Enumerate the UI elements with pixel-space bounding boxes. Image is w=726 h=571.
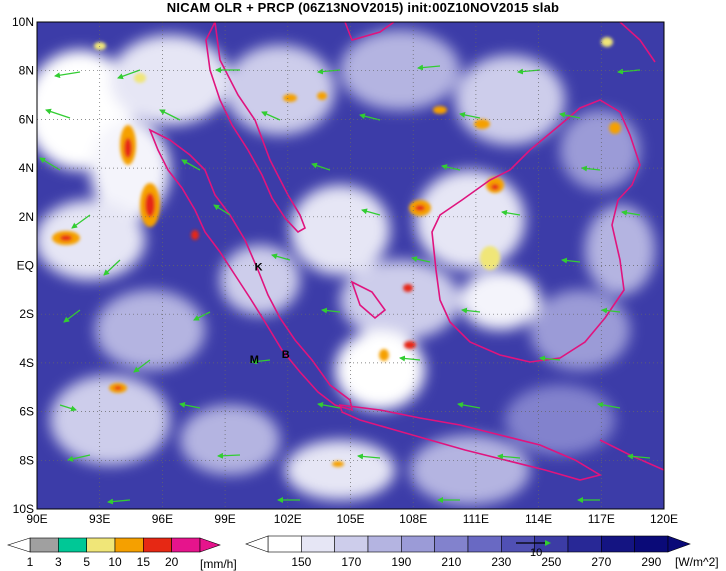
olr-colorbar-swatch	[334, 535, 369, 553]
precip-colorbar-tick: 1	[27, 555, 34, 569]
latitude-axis: 10N 8N 6N 4N 2N EQ 2S 4S 6S 8S 10S	[12, 15, 34, 516]
olr-colorbar-tick: 190	[391, 555, 411, 569]
olr-colorbar-tick: 150	[291, 555, 311, 569]
map-plot-area: K M B	[37, 22, 664, 509]
olr-colorbar-swatch	[434, 535, 469, 553]
wind-vectors	[39, 64, 651, 505]
olr-colorbar: 150 170 190 210 230 250 270 290	[245, 535, 691, 569]
precip-unit-label: [mm/h]	[200, 557, 237, 571]
lat-tick-label: 4N	[19, 161, 34, 175]
precip-colorbar: 1 3 5 10 15 20	[7, 537, 221, 569]
olr-colorbar-swatch	[467, 535, 502, 553]
lat-tick-label: 2S	[19, 307, 34, 321]
lat-tick-label: 2N	[19, 210, 34, 224]
coastline-malay-peninsula	[205, 22, 306, 234]
lat-tick-label: 8N	[19, 64, 34, 78]
coastline-java	[338, 404, 603, 481]
precip-colorbar-tick: 10	[108, 555, 122, 569]
coastline-borneo	[431, 99, 641, 363]
olr-colorbar-swatch	[267, 535, 302, 553]
olr-colorbar-tick: 270	[591, 555, 611, 569]
precip-colorbar-tick: 3	[55, 555, 62, 569]
longitude-axis: 90E 93E 96E 99E 102E 105E 108E 111E 114E 117E 120E	[26, 512, 678, 526]
gridlines	[37, 22, 664, 509]
precip-colorbar-swatch	[143, 537, 172, 553]
lon-tick-label: 114E	[525, 512, 552, 526]
coastline-sumatra	[148, 128, 354, 412]
precip-cells	[52, 37, 621, 467]
lat-tick-label: EQ	[17, 259, 34, 273]
precip-colorbar-swatch	[58, 537, 87, 553]
olr-colorbar-tick: 290	[641, 555, 661, 569]
coastline-bangka	[350, 280, 387, 320]
olr-colorbar-tick: 210	[441, 555, 461, 569]
olr-colorbar-swatch	[634, 535, 669, 553]
lon-tick-label: 105E	[336, 512, 364, 526]
lon-tick-label: 117E	[588, 512, 615, 526]
olr-colorbar-swatch	[567, 535, 602, 553]
precip-colorbar-swatch	[171, 537, 201, 553]
precip-colorbar-low-arrow	[7, 537, 31, 553]
lon-tick-label: 111E	[463, 512, 489, 526]
coastline-indochina	[344, 22, 395, 41]
olr-colorbar-swatch	[367, 535, 402, 553]
lon-tick-label: 90E	[26, 512, 47, 526]
olr-colorbar-swatch	[601, 535, 635, 553]
olr-colorbar-low-arrow	[245, 535, 269, 553]
plot-frame	[36, 21, 665, 510]
lon-tick-label: 96E	[152, 512, 173, 526]
lon-tick-label: 120E	[650, 512, 678, 526]
olr-unit-label: [W/m^2]	[675, 555, 719, 569]
lon-tick-label: 108E	[399, 512, 427, 526]
precip-colorbar-tick: 5	[83, 555, 90, 569]
coastline-northeast	[619, 22, 656, 63]
lon-tick-label: 99E	[214, 512, 235, 526]
olr-colorbar-swatch	[301, 535, 335, 553]
station-marker-m: M	[250, 354, 259, 366]
lat-tick-label: 6N	[19, 112, 34, 126]
page-title: NICAM OLR + PRCP (06Z13NOV2015) init:00Z…	[166, 0, 560, 15]
cloud-field	[37, 30, 655, 505]
precip-colorbar-tick: 15	[137, 555, 151, 569]
reference-vector-label: 10	[530, 547, 543, 559]
coastlines	[148, 22, 664, 481]
olr-colorbar-high-arrow	[667, 535, 691, 553]
lat-tick-label: 10S	[13, 502, 34, 516]
olr-colorbar-swatch	[401, 535, 435, 553]
precip-colorbar-high-arrow	[199, 537, 221, 553]
station-marker-b: B	[282, 349, 290, 361]
station-marker-k: K	[255, 261, 263, 273]
precip-colorbar-tick: 20	[165, 555, 179, 569]
lat-tick-label: 8S	[19, 453, 34, 467]
precip-colorbar-swatch	[114, 537, 144, 553]
precip-colorbar-swatch	[86, 537, 116, 553]
station-markers: K M B	[250, 261, 290, 366]
lat-tick-label: 6S	[19, 405, 34, 419]
lon-tick-label: 102E	[274, 512, 302, 526]
olr-colorbar-tick: 230	[491, 555, 511, 569]
lat-tick-label: 10N	[12, 15, 34, 29]
olr-colorbar-tick: 250	[541, 555, 561, 569]
olr-colorbar-tick: 170	[341, 555, 361, 569]
precip-colorbar-swatch	[29, 537, 59, 553]
lat-tick-label: 4S	[19, 356, 34, 370]
lon-tick-label: 93E	[89, 512, 110, 526]
